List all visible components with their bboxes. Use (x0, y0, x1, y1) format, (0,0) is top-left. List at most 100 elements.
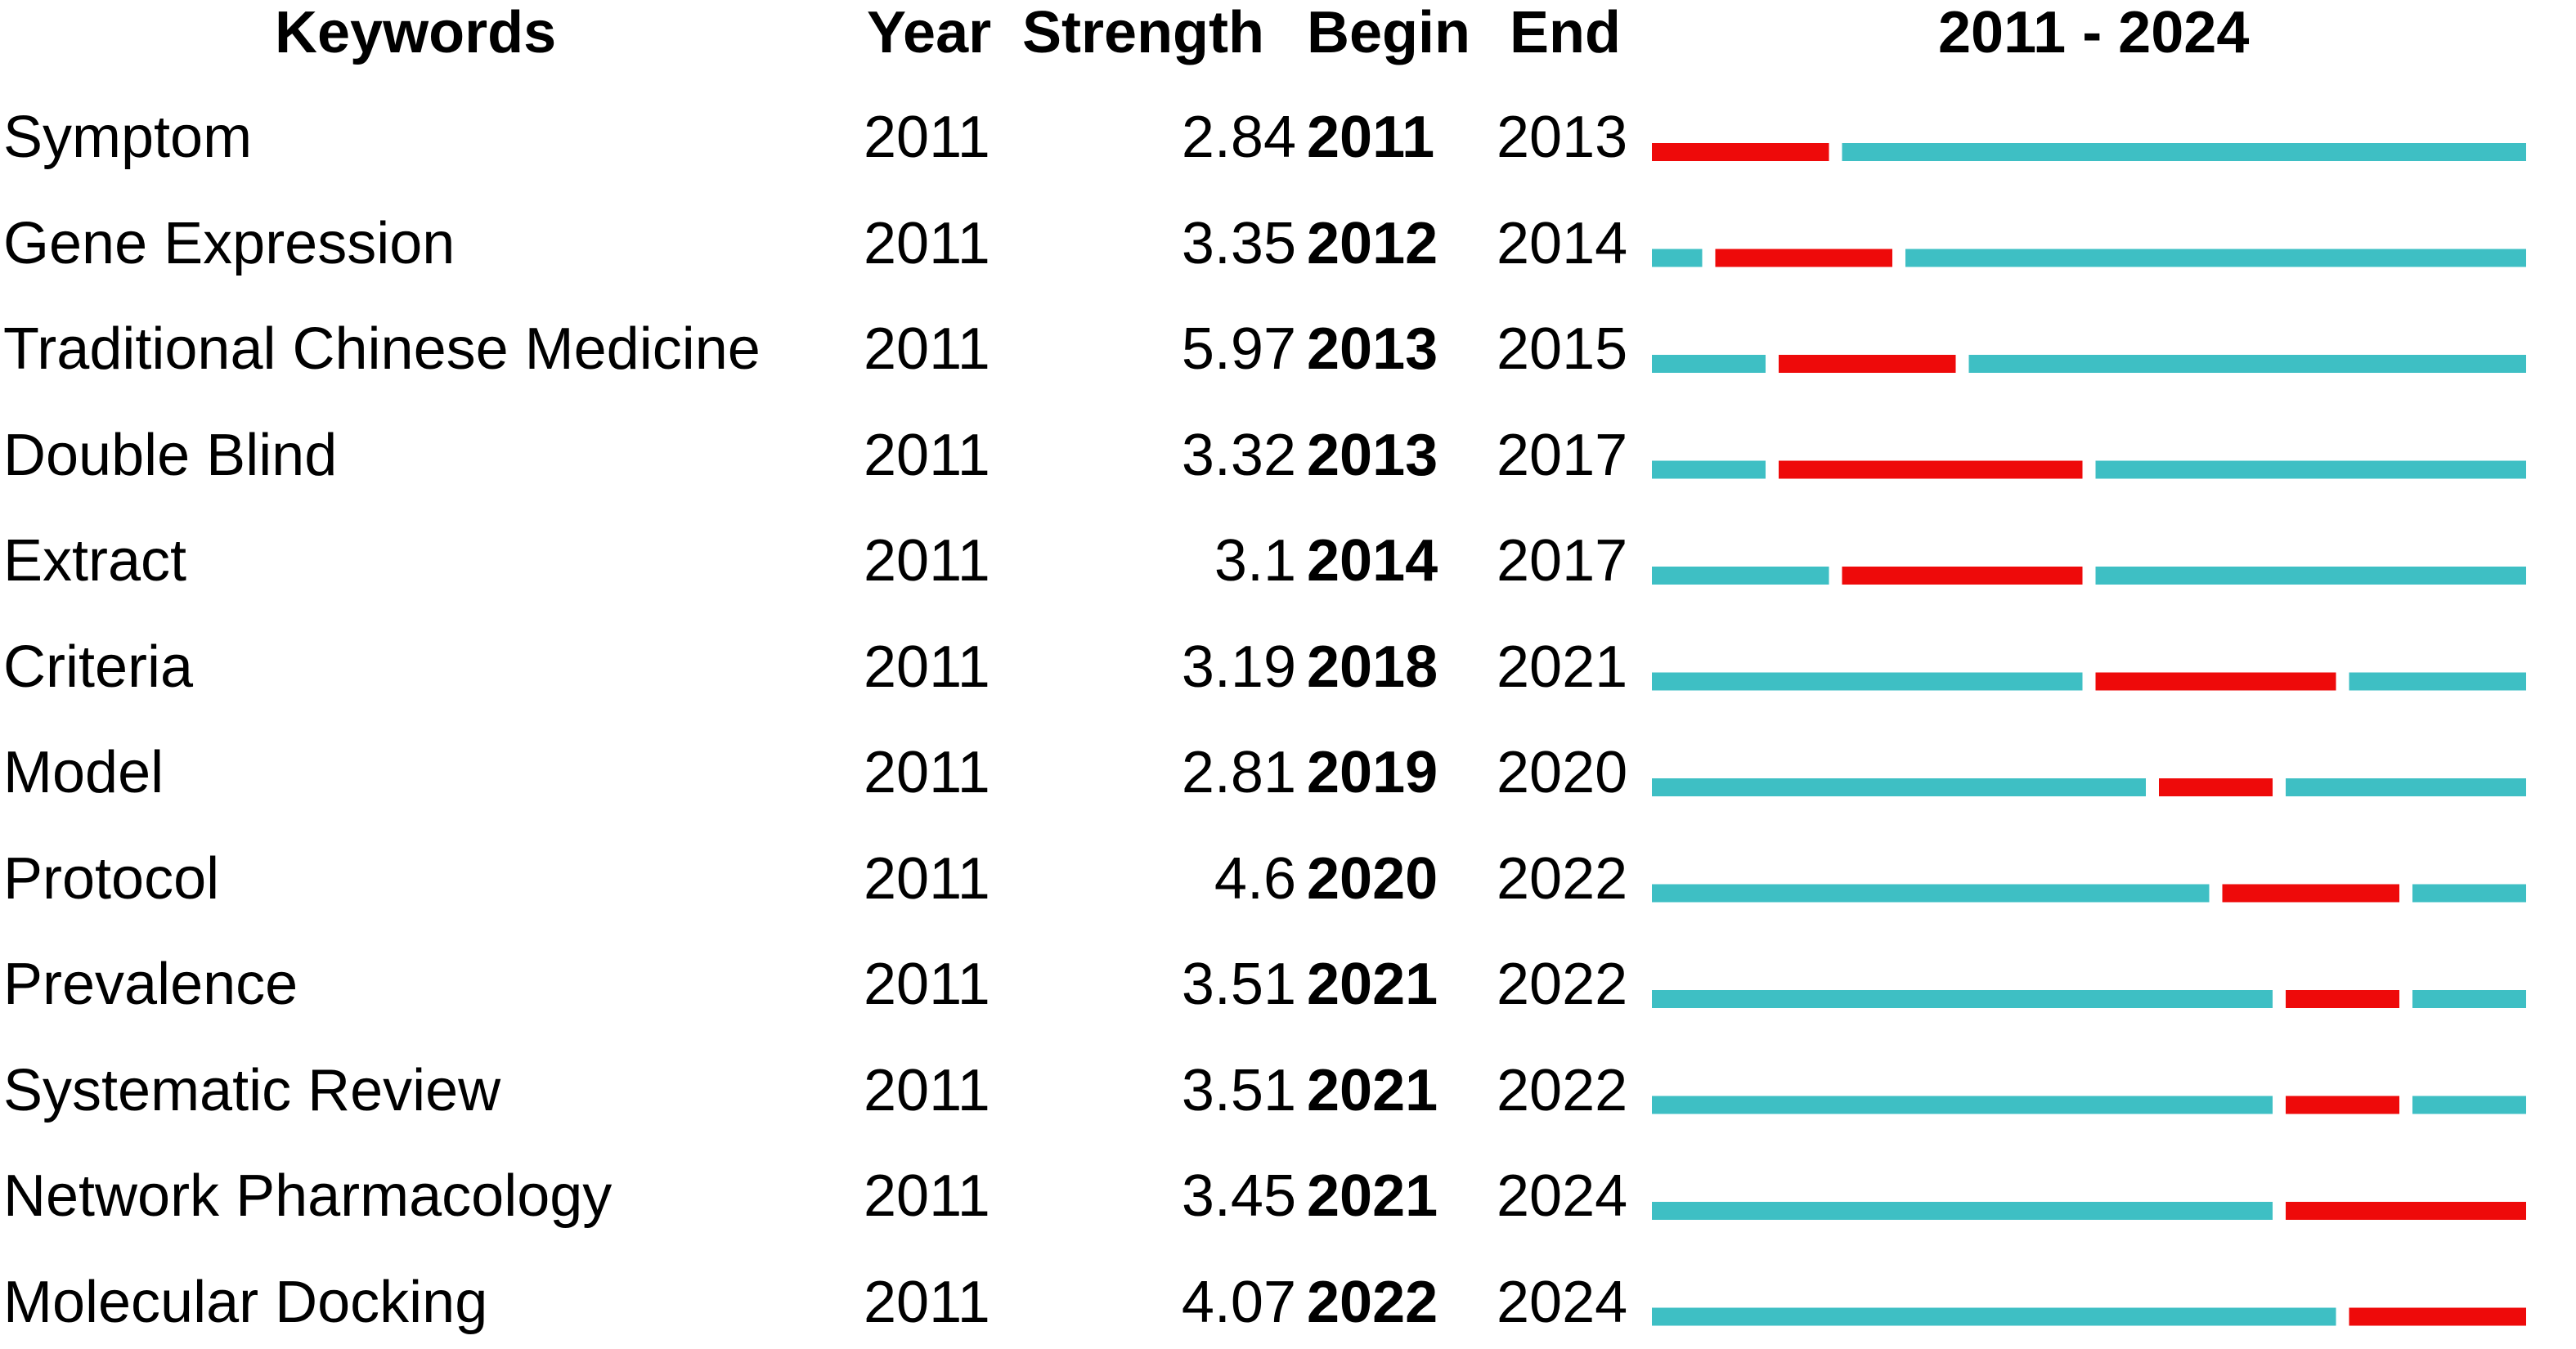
header-year: Year (867, 0, 992, 65)
year-cell: 2011 (864, 952, 990, 1017)
year-cell: 2011 (864, 422, 990, 488)
strength-cell: 4.07 (1181, 1269, 1296, 1335)
year-cell: 2011 (864, 105, 990, 170)
year-cell: 2011 (864, 845, 990, 912)
keyword-label: Double Blind (3, 422, 338, 488)
begin-cell: 2013 (1307, 422, 1438, 488)
end-cell: 2021 (1497, 634, 1628, 700)
begin-cell: 2013 (1307, 316, 1438, 382)
end-cell: 2017 (1497, 528, 1628, 594)
base-segment (2349, 672, 2526, 691)
base-segment (1652, 672, 2083, 691)
base-segment (1968, 355, 2526, 373)
end-cell: 2022 (1497, 845, 1628, 912)
header-year-range: 2011 - 2024 (1938, 0, 2250, 65)
keyword-label: Molecular Docking (3, 1269, 488, 1335)
keyword-label: Protocol (3, 845, 220, 912)
base-segment (1842, 143, 2526, 161)
base-segment (2412, 884, 2526, 903)
strength-cell: 3.45 (1181, 1163, 1296, 1229)
strength-cell: 4.6 (1214, 845, 1296, 912)
begin-cell: 2022 (1307, 1269, 1438, 1335)
base-segment (1905, 249, 2526, 267)
end-cell: 2013 (1497, 105, 1628, 170)
strength-cell: 3.32 (1181, 422, 1296, 488)
begin-cell: 2020 (1307, 845, 1438, 912)
begin-cell: 2012 (1307, 210, 1438, 276)
strength-cell: 2.81 (1181, 740, 1296, 805)
strength-cell: 5.97 (1181, 316, 1296, 382)
base-segment (2286, 778, 2526, 796)
burst-segment (1779, 355, 1956, 373)
header-strength: Strength (1022, 0, 1264, 65)
keyword-label: Network Pharmacology (3, 1163, 613, 1229)
burst-segment (2286, 990, 2399, 1008)
begin-cell: 2021 (1307, 1057, 1438, 1123)
burst-segment (1842, 567, 2083, 585)
base-segment (2095, 567, 2526, 585)
keyword-label: Symptom (3, 105, 253, 170)
end-cell: 2024 (1497, 1269, 1628, 1335)
base-segment (1652, 460, 1766, 479)
base-segment (1652, 1202, 2273, 1220)
base-segment (2095, 460, 2526, 479)
year-cell: 2011 (864, 316, 990, 382)
end-cell: 2022 (1497, 952, 1628, 1017)
burst-segment (1779, 460, 2083, 479)
year-cell: 2011 (864, 1057, 990, 1123)
burst-segment (2159, 778, 2273, 796)
header-end: End (1510, 0, 1621, 65)
burst-segment (2095, 672, 2336, 691)
keyword-label: Criteria (3, 634, 194, 700)
strength-cell: 3.35 (1181, 210, 1296, 276)
strength-cell: 3.19 (1181, 634, 1296, 700)
header-begin: Begin (1307, 0, 1471, 65)
year-cell: 2011 (864, 1163, 990, 1229)
base-segment (1652, 1096, 2273, 1114)
base-segment (2412, 1096, 2526, 1114)
year-cell: 2011 (864, 210, 990, 276)
header-keywords: Keywords (275, 0, 557, 65)
year-cell: 2011 (864, 634, 990, 700)
keyword-label: Prevalence (3, 952, 298, 1017)
begin-cell: 2021 (1307, 1163, 1438, 1229)
keyword-label: Extract (3, 528, 187, 594)
keyword-label: Model (3, 740, 164, 805)
base-segment (1652, 778, 2146, 796)
burst-segment (2222, 884, 2399, 903)
base-segment (1652, 884, 2210, 903)
burst-segment (1715, 249, 1892, 267)
keyword-label: Traditional Chinese Medicine (3, 316, 761, 382)
keyword-label: Systematic Review (3, 1057, 501, 1123)
end-cell: 2017 (1497, 422, 1628, 488)
base-segment (1652, 249, 1703, 267)
keyword-label: Gene Expression (3, 210, 456, 276)
year-cell: 2011 (864, 1269, 990, 1335)
begin-cell: 2021 (1307, 952, 1438, 1017)
begin-cell: 2019 (1307, 740, 1438, 805)
end-cell: 2015 (1497, 316, 1628, 382)
end-cell: 2020 (1497, 740, 1628, 805)
burst-segment (1652, 143, 1829, 161)
begin-cell: 2018 (1307, 634, 1438, 700)
end-cell: 2014 (1497, 210, 1628, 276)
base-segment (1652, 567, 1829, 585)
strength-cell: 3.1 (1214, 528, 1296, 594)
burst-segment (2349, 1307, 2526, 1326)
base-segment (2412, 990, 2526, 1008)
end-cell: 2024 (1497, 1163, 1628, 1229)
strength-cell: 3.51 (1181, 1057, 1296, 1123)
begin-cell: 2014 (1307, 528, 1438, 594)
base-segment (1652, 1307, 2336, 1326)
strength-cell: 3.51 (1181, 952, 1296, 1017)
burst-segment (2286, 1096, 2399, 1114)
year-cell: 2011 (864, 528, 990, 594)
year-cell: 2011 (864, 740, 990, 805)
base-segment (1652, 355, 1766, 373)
base-segment (1652, 990, 2273, 1008)
burst-segment (2286, 1202, 2526, 1220)
begin-cell: 2011 (1307, 105, 1435, 170)
end-cell: 2022 (1497, 1057, 1628, 1123)
